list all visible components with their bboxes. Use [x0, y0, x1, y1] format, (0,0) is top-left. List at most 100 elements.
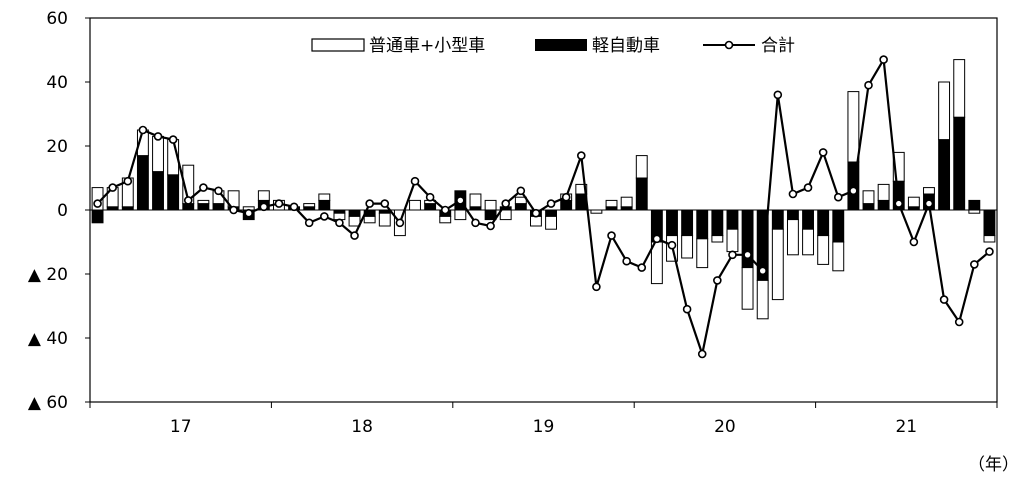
bar-kei [635, 177, 648, 211]
bar-kei [136, 155, 149, 211]
bar-normal-small [953, 59, 966, 118]
bar-normal-small [635, 155, 648, 179]
total-point [214, 186, 223, 196]
total-point [970, 260, 979, 269]
total-point [697, 349, 707, 359]
total-point [743, 250, 752, 260]
bar-kei [862, 203, 875, 211]
bar-normal-small [318, 193, 331, 201]
bar-normal-small [197, 199, 210, 205]
total-point [713, 276, 722, 285]
total-point [954, 317, 964, 327]
bar-kei [666, 209, 678, 237]
legend-label-kei: 軽自動車 [592, 36, 660, 56]
bar-kei [786, 209, 799, 221]
bar-normal-small [363, 215, 376, 224]
total-point [864, 80, 873, 90]
bar-normal-small [786, 219, 799, 256]
bar-kei [197, 203, 210, 211]
y-tick-label: 0 [57, 201, 68, 221]
bar-normal-small [529, 215, 542, 227]
x-tick-label: 19 [533, 417, 555, 437]
bar-normal-small [756, 279, 769, 320]
bar-normal-small [499, 209, 512, 221]
total-point [531, 208, 541, 218]
bar-normal-small [696, 238, 709, 269]
bar-normal-small [454, 209, 467, 221]
total-point [516, 186, 526, 196]
bar-normal-small [620, 196, 633, 208]
bar-kei [817, 209, 830, 237]
bar-series [91, 59, 996, 320]
bar-kei [348, 209, 361, 217]
bar-normal-small [923, 187, 935, 195]
bar-normal-small [847, 91, 860, 163]
total-point [803, 183, 813, 192]
bar-normal-small [726, 228, 739, 253]
total-point [667, 240, 677, 250]
total-point [561, 192, 571, 202]
bar-kei [711, 209, 724, 237]
bar-kei [983, 209, 996, 237]
bar-normal-small [892, 151, 905, 182]
total-point [486, 221, 495, 231]
legend-swatch-total-marker [724, 40, 734, 50]
bar-kei [424, 203, 437, 211]
total-point [199, 183, 208, 192]
total-point [410, 176, 420, 186]
y-tick-label: ▲ 60 [28, 393, 68, 413]
y-tick-label: 60 [46, 9, 68, 29]
bar-kei [91, 209, 104, 224]
total-point [652, 234, 662, 244]
bar-normal-small [257, 190, 270, 201]
bar-normal-small [545, 215, 558, 230]
bar-kei [484, 209, 497, 221]
total-point [924, 199, 934, 208]
y-axis: 60 40 20 0 ▲ 20 ▲ 40 ▲ 60 [28, 9, 90, 413]
total-point [939, 295, 949, 304]
bar-normal-small [439, 215, 452, 224]
x-axis: 17 18 19 20 21 [89, 402, 998, 437]
total-point [849, 186, 858, 196]
bar-normal-small [802, 228, 814, 256]
total-point [758, 266, 767, 276]
bar-normal-small [409, 199, 421, 211]
total-point [501, 199, 511, 208]
bar-normal-small [817, 235, 830, 265]
total-point [456, 196, 465, 205]
total-point [259, 202, 269, 212]
total-point [380, 199, 390, 208]
total-point [909, 237, 919, 247]
total-point [153, 132, 163, 141]
total-point [93, 199, 102, 208]
bar-kei [938, 139, 951, 211]
total-line-series [93, 55, 994, 359]
bar-normal-small [771, 228, 784, 301]
bar-kei [560, 199, 573, 211]
total-point [350, 231, 359, 240]
bar-normal-small [484, 199, 497, 211]
total-point [183, 196, 193, 205]
bar-normal-small [378, 212, 391, 227]
bar-normal-small [938, 81, 951, 141]
total-point [879, 55, 888, 64]
total-point [395, 218, 405, 228]
bar-normal-small [741, 267, 754, 310]
x-tick-label: 18 [351, 417, 373, 437]
bar-normal-small [152, 135, 164, 173]
bar-kei [953, 116, 966, 211]
total-point [637, 263, 647, 272]
bar-normal-small [303, 203, 316, 208]
total-point [168, 135, 178, 144]
total-point [335, 218, 344, 228]
bar-kei [802, 209, 814, 230]
total-point [365, 199, 374, 208]
y-tick-label: 20 [46, 137, 68, 157]
bar-kei [545, 209, 558, 217]
total-point [818, 148, 828, 157]
legend-swatch-normal-small [311, 38, 365, 52]
bar-kei [877, 199, 890, 211]
bar-normal-small [907, 196, 920, 208]
bar-kei [514, 203, 527, 211]
bar-kei [681, 209, 694, 237]
